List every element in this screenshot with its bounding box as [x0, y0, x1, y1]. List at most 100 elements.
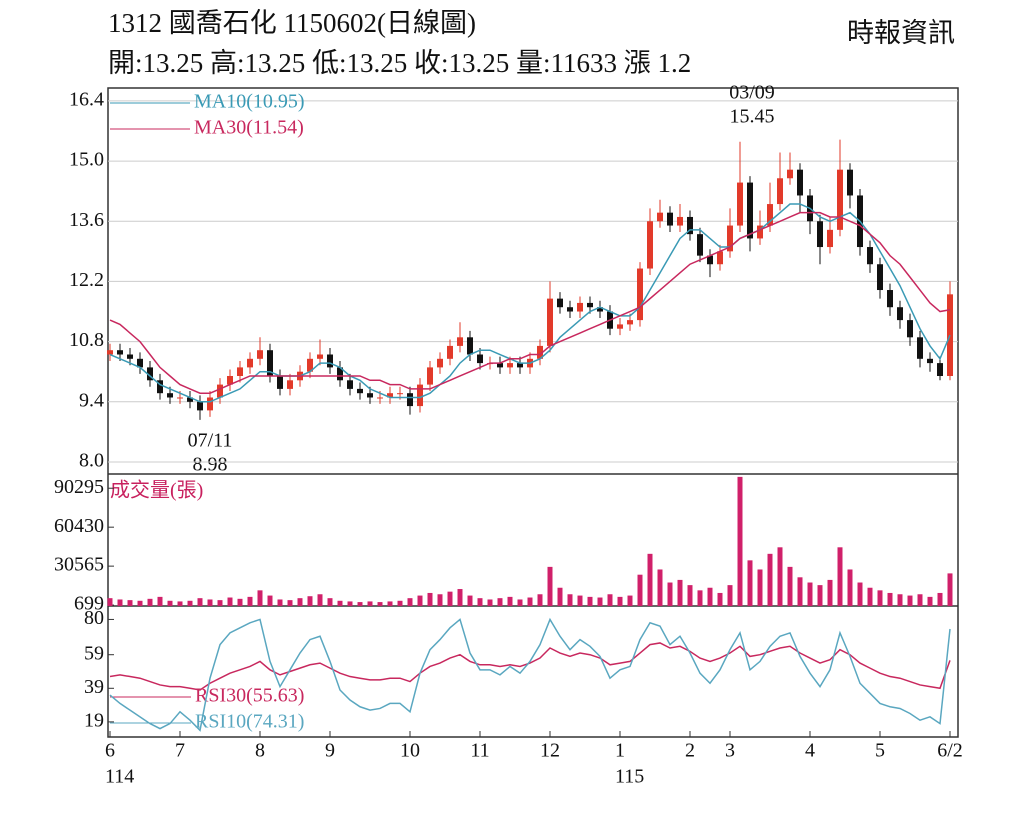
volume-bar	[787, 566, 793, 606]
volume-bar	[857, 582, 863, 606]
candle-body	[717, 251, 723, 265]
high-date: 03/09	[729, 82, 775, 104]
volume-bar	[207, 599, 213, 606]
y-tick-label: 10.8	[69, 329, 104, 351]
candle-body	[747, 182, 753, 239]
legend-label: RSI10(74.31)	[195, 711, 304, 733]
candle-body	[777, 178, 783, 205]
low-value: 8.98	[193, 454, 228, 476]
candle-body	[867, 247, 873, 265]
volume-bar	[557, 587, 563, 606]
volume-bar	[247, 596, 253, 606]
volume-bar	[237, 598, 243, 606]
y-tick-label: 8.0	[79, 450, 104, 472]
y-tick-label: 19	[84, 709, 104, 731]
volume-bar	[937, 592, 943, 606]
candle-body	[177, 397, 183, 399]
volume-bar	[257, 590, 263, 606]
candle-body	[267, 350, 273, 376]
volume-bar	[637, 574, 643, 606]
volume-bar	[397, 600, 403, 606]
candle-body	[327, 354, 333, 368]
candle-body	[617, 324, 623, 329]
y-tick-label: 39	[84, 676, 104, 698]
volume-bar	[447, 591, 453, 606]
low-date: 07/11	[188, 430, 233, 452]
legend-label: RSI30(55.63)	[195, 685, 304, 707]
volume-bar	[717, 592, 723, 606]
volume-bar	[167, 600, 173, 606]
candle-body	[837, 169, 843, 230]
candle-body	[757, 225, 763, 239]
volume-bar	[157, 596, 163, 606]
volume-bar	[367, 601, 373, 606]
volume-bar	[657, 569, 663, 606]
candle-body	[467, 337, 473, 355]
volume-bar	[677, 579, 683, 606]
candle-body	[147, 367, 153, 381]
y-tick-label: 13.6	[69, 209, 104, 231]
x-tick-label: 12	[540, 740, 560, 762]
volume-bar	[267, 595, 273, 606]
volume-bar	[927, 596, 933, 606]
volume-bar	[227, 597, 233, 606]
volume-bar	[727, 585, 733, 606]
volume-bar	[407, 598, 413, 606]
candle-body	[187, 397, 193, 402]
volume-bar	[107, 598, 113, 606]
candle-body	[687, 216, 693, 235]
volume-bar	[587, 596, 593, 606]
candle-body	[847, 169, 853, 196]
y-tick-label: 16.4	[69, 88, 104, 110]
candle-body	[947, 294, 953, 376]
volume-bar	[827, 579, 833, 606]
volume-bar	[567, 594, 573, 606]
volume-bar	[507, 596, 513, 606]
candle-body	[257, 350, 263, 359]
candle-body	[737, 182, 743, 226]
candle-body	[517, 363, 523, 368]
candle-body	[817, 221, 823, 248]
volume-bar	[897, 594, 903, 606]
candle-body	[247, 358, 253, 368]
volume-bar	[347, 601, 353, 606]
candle-body	[307, 358, 313, 372]
candle-body	[457, 337, 463, 346]
candle-body	[697, 234, 703, 256]
volume-bar	[147, 598, 153, 606]
frame	[107, 87, 959, 738]
candle-body	[887, 290, 893, 308]
volume-bar	[427, 592, 433, 606]
volume-bar	[307, 596, 313, 606]
candle-body	[447, 345, 453, 359]
candle-body	[197, 401, 203, 411]
candle-body	[657, 212, 663, 222]
series-line	[109, 203, 951, 403]
volume-bar	[537, 594, 543, 606]
volume-bar	[437, 594, 443, 606]
candle-body	[567, 307, 573, 312]
volume-bar	[577, 595, 583, 606]
candle-body	[497, 363, 503, 368]
volume-bar	[467, 595, 473, 606]
volume-bar	[757, 569, 763, 606]
candle-body	[647, 221, 653, 269]
x-tick-label: 4	[805, 740, 815, 762]
volume-bar	[607, 594, 613, 606]
volume-bar	[117, 599, 123, 606]
volume-bar	[907, 595, 913, 606]
candle-body	[507, 363, 513, 368]
volume-bar	[917, 594, 923, 606]
y-tick-label: 12.2	[69, 269, 104, 291]
volume-bar	[187, 600, 193, 606]
volume-bar	[647, 553, 653, 606]
x-tick-label: 5	[875, 740, 885, 762]
candle-body	[557, 298, 563, 308]
candle-body	[237, 367, 243, 376]
chart-title: 1312 國喬石化 1150602(日線圖)	[108, 8, 476, 38]
series-line	[109, 642, 951, 691]
candle-body	[917, 337, 923, 359]
volume-bar	[847, 569, 853, 606]
volume-bar	[357, 602, 363, 606]
volume-bar	[767, 553, 773, 606]
